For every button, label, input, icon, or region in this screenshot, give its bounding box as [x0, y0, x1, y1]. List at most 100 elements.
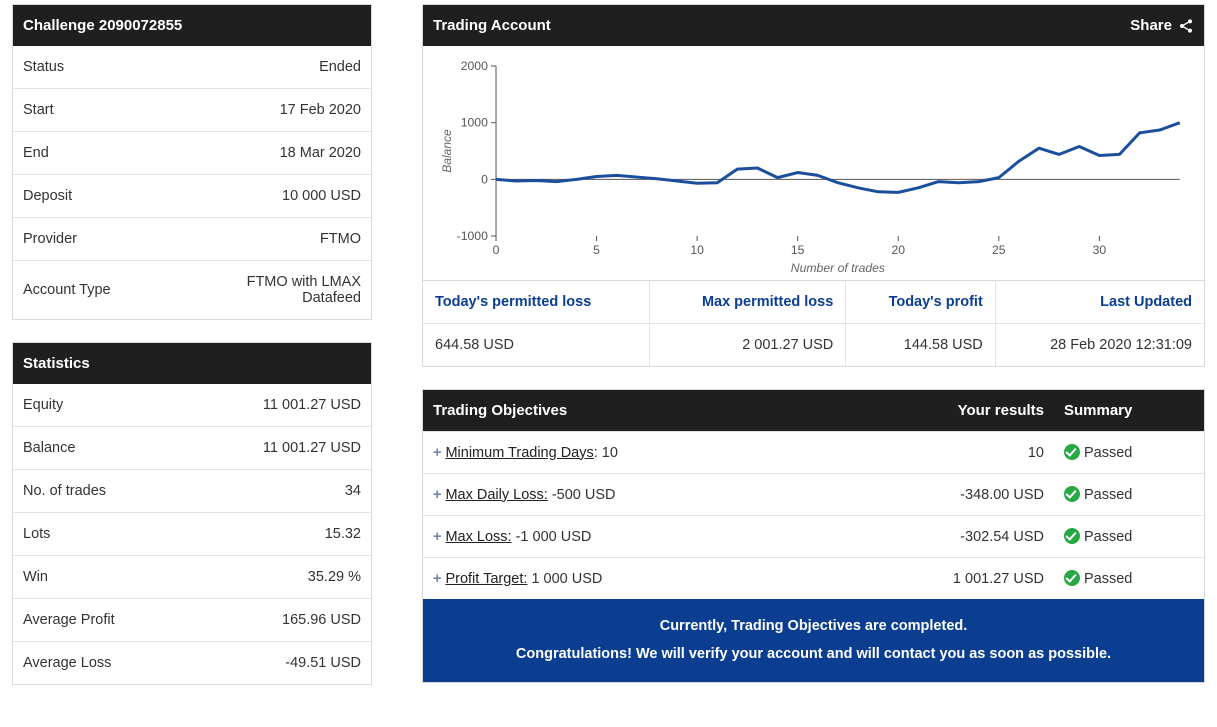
value: 11 001.27 USD [174, 384, 371, 427]
expand-icon[interactable]: + [433, 529, 441, 545]
objective-result: -302.54 USD [832, 516, 1054, 558]
objective-label-cell[interactable]: +Max Loss: -1 000 USD [423, 516, 832, 558]
svg-text:2000: 2000 [461, 59, 488, 73]
challenge-row: StatusEnded [13, 46, 371, 89]
svg-text:0: 0 [481, 172, 488, 186]
label: Account Type [13, 261, 174, 320]
objective-name[interactable]: Minimum Trading Days [445, 445, 593, 461]
svg-text:-1000: -1000 [457, 229, 488, 243]
objective-row: +Profit Target: 1 000 USD1 001.27 USD Pas… [423, 558, 1204, 600]
objective-name[interactable]: Max Loss: [445, 529, 511, 545]
stat-header-last-updated: Last Updated [995, 281, 1204, 324]
balance-chart: -1000010002000051015202530Number of trad… [437, 56, 1190, 276]
value: FTMO with LMAX Datafeed [174, 261, 371, 320]
objective-label-cell[interactable]: +Profit Target: 1 000 USD [423, 558, 832, 600]
label: Average Loss [13, 642, 174, 685]
label: Balance [13, 427, 174, 470]
objective-summary: Passed [1054, 474, 1204, 516]
svg-text:Number of trades: Number of trades [791, 261, 885, 275]
share-button[interactable]: Share [1130, 17, 1194, 34]
account-stats-value-row: 644.58 USD 2 001.27 USD 144.58 USD 28 Fe… [423, 324, 1204, 367]
statistics-row: Lots15.32 [13, 513, 371, 556]
congrats-banner: Currently, Trading Objectives are comple… [423, 599, 1204, 682]
trading-account-title: Trading Account [433, 17, 551, 34]
check-icon [1064, 570, 1080, 586]
expand-icon[interactable]: + [433, 487, 441, 503]
objective-result: 1 001.27 USD [832, 558, 1054, 600]
svg-text:30: 30 [1093, 243, 1107, 257]
objectives-header: Trading Objectives [423, 390, 832, 432]
objective-result: -348.00 USD [832, 474, 1054, 516]
statistics-row: Balance11 001.27 USD [13, 427, 371, 470]
challenge-row: Deposit10 000 USD [13, 175, 371, 218]
objective-label-cell[interactable]: +Max Daily Loss: -500 USD [423, 474, 832, 516]
challenge-panel: Challenge 2090072855 StatusEndedStart17 … [12, 4, 372, 320]
statistics-row: Average Loss-49.51 USD [13, 642, 371, 685]
svg-text:5: 5 [593, 243, 600, 257]
svg-text:20: 20 [891, 243, 905, 257]
label: No. of trades [13, 470, 174, 513]
check-icon [1064, 486, 1080, 502]
svg-text:0: 0 [493, 243, 500, 257]
objective-result: 10 [832, 432, 1054, 474]
label: Deposit [13, 175, 174, 218]
trading-account-panel: Trading Account Share -10000100020000510… [422, 4, 1205, 367]
label: Equity [13, 384, 174, 427]
check-icon [1064, 444, 1080, 460]
value: 18 Mar 2020 [174, 132, 371, 175]
label: Provider [13, 218, 174, 261]
statistics-header: Statistics [13, 343, 371, 384]
objective-label-cell[interactable]: +Minimum Trading Days: 10 [423, 432, 832, 474]
value: 11 001.27 USD [174, 427, 371, 470]
svg-text:15: 15 [791, 243, 805, 257]
label: Start [13, 89, 174, 132]
stat-value-todays-profit: 144.58 USD [846, 324, 996, 367]
balance-chart-container: -1000010002000051015202530Number of trad… [423, 46, 1204, 280]
summary-text: Passed [1084, 445, 1132, 461]
objective-name[interactable]: Profit Target: [445, 571, 527, 587]
congrats-line2: Congratulations! We will verify your acc… [443, 641, 1184, 669]
objectives-col-summary: Summary [1054, 390, 1204, 432]
challenge-row: Start17 Feb 2020 [13, 89, 371, 132]
summary-text: Passed [1084, 571, 1132, 587]
objective-target: -1 000 USD [512, 529, 592, 545]
objective-summary: Passed [1054, 558, 1204, 600]
check-icon [1064, 528, 1080, 544]
statistics-panel: Statistics Equity11 001.27 USDBalance11 … [12, 342, 372, 685]
svg-text:1000: 1000 [461, 116, 488, 130]
challenge-header: Challenge 2090072855 [13, 5, 371, 46]
congrats-line1: Currently, Trading Objectives are comple… [443, 613, 1184, 641]
statistics-title: Statistics [23, 355, 90, 372]
label: Win [13, 556, 174, 599]
summary-text: Passed [1084, 487, 1132, 503]
summary-text: Passed [1084, 529, 1132, 545]
expand-icon[interactable]: + [433, 571, 441, 587]
statistics-row: Win35.29 % [13, 556, 371, 599]
objectives-col-results: Your results [832, 390, 1054, 432]
stat-value-permitted-loss: 644.58 USD [423, 324, 650, 367]
share-label: Share [1130, 17, 1172, 34]
value: 34 [174, 470, 371, 513]
challenge-title: Challenge 2090072855 [23, 17, 182, 34]
value: -49.51 USD [174, 642, 371, 685]
objective-row: +Max Loss: -1 000 USD-302.54 USDPassed [423, 516, 1204, 558]
challenge-row: ProviderFTMO [13, 218, 371, 261]
objectives-table: Trading Objectives Your results Summary … [423, 390, 1204, 599]
account-stats-header-row: Today's permitted loss Max permitted los… [423, 281, 1204, 324]
share-icon [1178, 18, 1194, 34]
stat-header-permitted-loss: Today's permitted loss [423, 281, 650, 324]
objective-summary: Passed [1054, 516, 1204, 558]
stat-header-max-loss: Max permitted loss [650, 281, 846, 324]
svg-text:25: 25 [992, 243, 1006, 257]
label: End [13, 132, 174, 175]
objectives-panel: Trading Objectives Your results Summary … [422, 389, 1205, 683]
objective-row: +Max Daily Loss: -500 USD-348.00 USDPass… [423, 474, 1204, 516]
objective-name[interactable]: Max Daily Loss: [445, 487, 547, 503]
trading-account-header: Trading Account Share [423, 5, 1204, 46]
objective-target: -500 USD [548, 487, 616, 503]
value: FTMO [174, 218, 371, 261]
stat-header-todays-profit: Today's profit [846, 281, 996, 324]
label: Average Profit [13, 599, 174, 642]
expand-icon[interactable]: + [433, 445, 441, 461]
value: 35.29 % [174, 556, 371, 599]
